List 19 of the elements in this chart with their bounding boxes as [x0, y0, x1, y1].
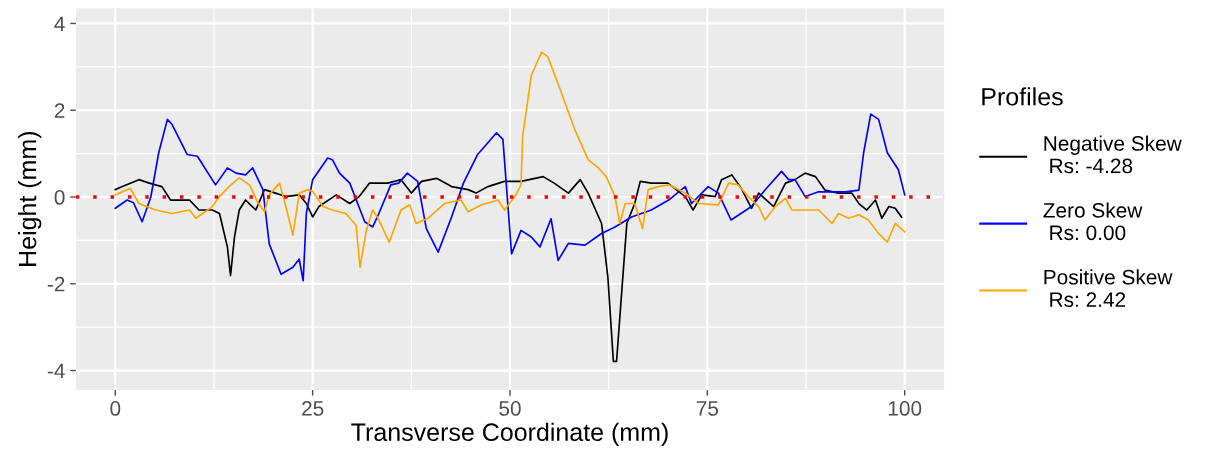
line-series [114, 172, 903, 363]
legend-label: Positive Skew Rs: 2.42 [1044, 269, 1173, 308]
y-tick-label: -4 [47, 363, 65, 379]
x-tick-label: 50 [499, 401, 521, 416]
line-series [114, 51, 906, 269]
y-tick-label: -2 [47, 276, 65, 292]
y-tick-label: 0 [54, 190, 65, 205]
y-tick-label: 2 [54, 103, 65, 118]
x-tick-label: 75 [696, 401, 719, 416]
y-tick-label: 4 [54, 16, 65, 32]
x-tick-label: 25 [302, 401, 324, 416]
x-axis-title: Transverse Coordinate (mm) [351, 422, 668, 446]
legend-title: Profiles [982, 87, 1063, 106]
x-tick-label: 0 [110, 401, 121, 416]
y-axis-title: Height (mm) [18, 131, 42, 266]
legend-label: Negative Skew Rs: -4.28 [1044, 135, 1182, 174]
legend-label: Zero Skew Rs: 0.00 [1043, 202, 1143, 241]
line-series [114, 113, 906, 282]
x-tick-label: 100 [888, 401, 922, 416]
